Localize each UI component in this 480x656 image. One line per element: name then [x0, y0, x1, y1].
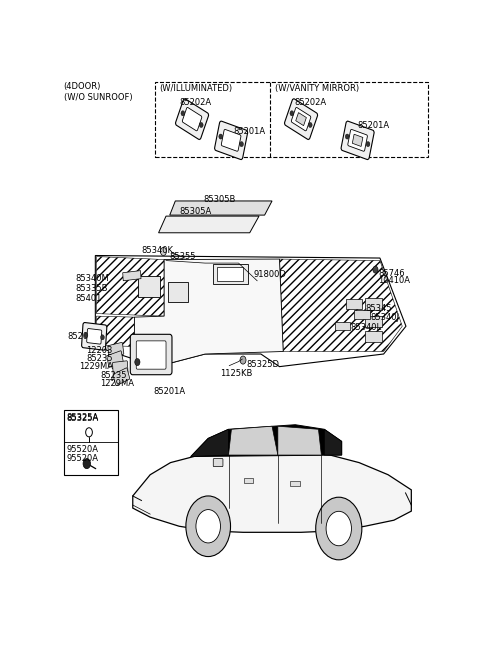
- Text: 1229MA: 1229MA: [100, 379, 134, 388]
- Text: 85202A: 85202A: [179, 98, 211, 108]
- Circle shape: [84, 333, 88, 338]
- Bar: [64, 409, 119, 475]
- Circle shape: [199, 123, 203, 127]
- Text: 85340K: 85340K: [142, 246, 174, 255]
- Text: 1229MA: 1229MA: [79, 362, 113, 371]
- Text: (4DOOR)
(W/O SUNROOF): (4DOOR) (W/O SUNROOF): [64, 82, 132, 102]
- FancyBboxPatch shape: [291, 108, 311, 131]
- Text: 85345: 85345: [365, 304, 392, 312]
- Bar: [365, 316, 382, 327]
- Circle shape: [326, 511, 351, 546]
- Text: 85401: 85401: [75, 294, 101, 303]
- Circle shape: [240, 356, 246, 364]
- Polygon shape: [170, 201, 272, 215]
- Polygon shape: [324, 429, 342, 455]
- Bar: [168, 282, 188, 302]
- Bar: [244, 478, 253, 483]
- Text: (W/VANITY MIRROR): (W/VANITY MIRROR): [275, 84, 359, 93]
- Circle shape: [181, 111, 185, 116]
- FancyBboxPatch shape: [296, 113, 306, 126]
- FancyBboxPatch shape: [87, 329, 102, 344]
- Text: 85325A: 85325A: [67, 414, 99, 423]
- Text: 85335B: 85335B: [75, 284, 108, 293]
- Polygon shape: [228, 426, 278, 455]
- Circle shape: [186, 496, 230, 556]
- Polygon shape: [134, 259, 283, 367]
- Polygon shape: [158, 216, 259, 233]
- Bar: [123, 271, 141, 281]
- Polygon shape: [191, 424, 342, 457]
- Text: 85746: 85746: [378, 269, 405, 277]
- Text: 85325A: 85325A: [67, 413, 99, 422]
- Polygon shape: [96, 255, 406, 367]
- Text: 91800D: 91800D: [253, 270, 286, 279]
- FancyBboxPatch shape: [182, 108, 202, 131]
- Text: 95520A: 95520A: [67, 445, 99, 454]
- Bar: [213, 264, 248, 284]
- Text: 95520A: 95520A: [67, 454, 99, 463]
- Text: 1125KB: 1125KB: [220, 369, 252, 379]
- FancyBboxPatch shape: [113, 368, 130, 386]
- Circle shape: [316, 497, 362, 560]
- Text: 85202A: 85202A: [294, 98, 326, 108]
- Bar: [217, 266, 243, 281]
- FancyBboxPatch shape: [176, 99, 209, 140]
- Text: 85340M: 85340M: [75, 274, 108, 283]
- FancyBboxPatch shape: [107, 351, 123, 367]
- FancyBboxPatch shape: [213, 459, 223, 466]
- FancyBboxPatch shape: [136, 341, 166, 369]
- Circle shape: [290, 111, 294, 116]
- FancyBboxPatch shape: [112, 361, 128, 375]
- Text: 85202A: 85202A: [67, 332, 99, 341]
- Bar: [354, 310, 370, 319]
- Bar: [365, 331, 382, 342]
- Text: 85340L: 85340L: [350, 323, 381, 332]
- Text: 12203: 12203: [86, 346, 112, 355]
- Circle shape: [101, 335, 104, 340]
- Circle shape: [366, 142, 370, 147]
- Text: 85235: 85235: [100, 371, 127, 380]
- FancyBboxPatch shape: [82, 323, 107, 350]
- Circle shape: [219, 134, 223, 139]
- Bar: [365, 298, 382, 310]
- Bar: [290, 482, 300, 486]
- Circle shape: [83, 459, 91, 468]
- Text: 85305B: 85305B: [203, 195, 236, 205]
- FancyBboxPatch shape: [352, 134, 363, 146]
- Circle shape: [309, 123, 312, 127]
- Bar: [155, 82, 428, 157]
- Circle shape: [135, 359, 140, 365]
- Polygon shape: [191, 429, 228, 457]
- Bar: [138, 276, 160, 297]
- FancyBboxPatch shape: [215, 121, 248, 159]
- Circle shape: [240, 142, 243, 147]
- FancyBboxPatch shape: [348, 129, 367, 152]
- Circle shape: [345, 134, 349, 139]
- FancyBboxPatch shape: [108, 342, 124, 358]
- Circle shape: [196, 510, 220, 543]
- Text: 85201A: 85201A: [233, 127, 265, 136]
- Text: 85355: 85355: [170, 252, 196, 261]
- FancyBboxPatch shape: [285, 99, 318, 140]
- Circle shape: [160, 247, 167, 255]
- Text: 85325D: 85325D: [246, 359, 279, 369]
- FancyBboxPatch shape: [341, 121, 374, 159]
- Text: 85340J: 85340J: [371, 313, 400, 321]
- Bar: [347, 299, 362, 308]
- Text: 85305A: 85305A: [179, 207, 211, 216]
- Polygon shape: [278, 426, 322, 455]
- FancyBboxPatch shape: [221, 129, 241, 152]
- Text: (W/ILLUMINATED): (W/ILLUMINATED): [159, 84, 232, 93]
- Text: 85201A: 85201A: [153, 388, 185, 396]
- Bar: [335, 322, 350, 330]
- Text: 85235: 85235: [86, 354, 112, 363]
- Circle shape: [373, 266, 378, 273]
- Text: 85201A: 85201A: [358, 121, 390, 130]
- Polygon shape: [133, 451, 411, 532]
- Text: 10410A: 10410A: [378, 276, 410, 285]
- FancyBboxPatch shape: [130, 335, 172, 375]
